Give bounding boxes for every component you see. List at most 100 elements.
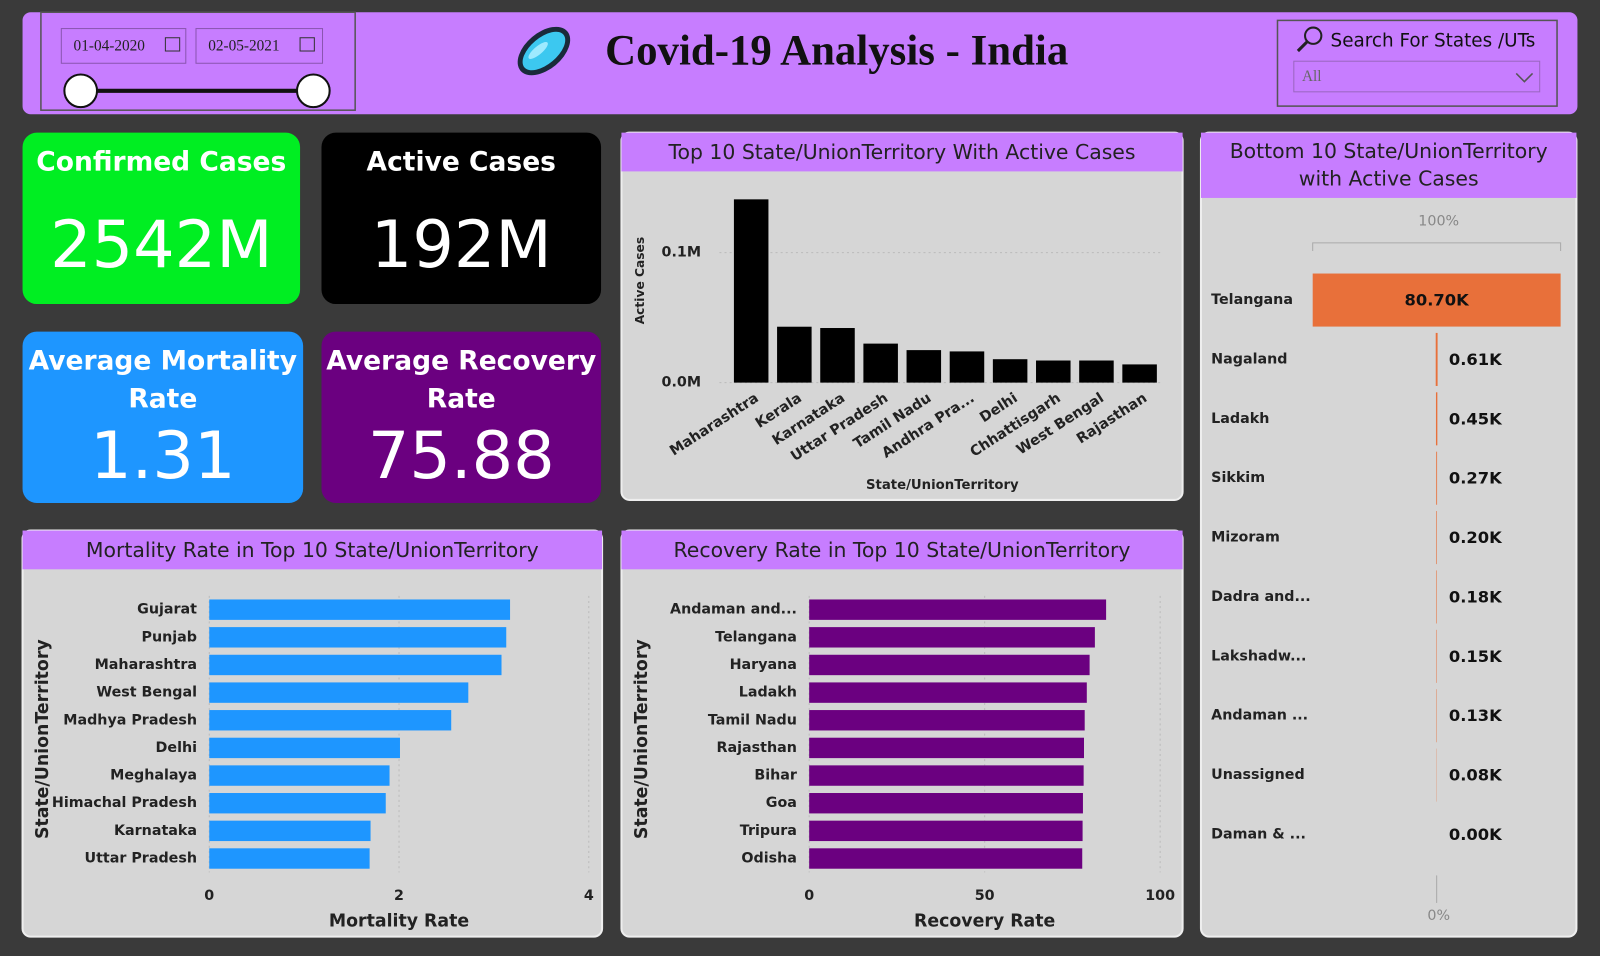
chart-title: Mortality Rate in Top 10 State/UnionTerr…: [86, 538, 539, 562]
funnel-bar: [1436, 570, 1437, 624]
data-label: 0.20K: [1449, 528, 1503, 547]
chart-title: Bottom 10 State/UnionTerritory: [1230, 139, 1548, 163]
bar: [809, 710, 1085, 731]
category-label: Mizoram: [1211, 530, 1280, 546]
data-label: 0.18K: [1449, 587, 1503, 606]
data-label: 0.00K: [1449, 825, 1503, 844]
x-tick-label: 50: [975, 888, 995, 904]
virus-icon: [517, 26, 571, 76]
y-tick-label: 0.1M: [662, 245, 701, 261]
x-tick-label: 0: [804, 888, 814, 904]
y-tick-label: Odisha: [741, 851, 797, 867]
bar: [809, 682, 1087, 703]
dashboard-title: Covid-19 Analysis - India: [605, 28, 1068, 75]
bar: [733, 199, 769, 383]
bar: [809, 820, 1083, 842]
bar: [209, 710, 452, 731]
bar: [1122, 364, 1157, 383]
search-label: Search For States /UTs: [1331, 30, 1536, 51]
x-axis-title: Recovery Rate: [914, 911, 1055, 931]
y-tick-label: Meghalaya: [110, 768, 197, 784]
y-tick-label: Gujarat: [137, 602, 197, 618]
bar: [809, 765, 1084, 786]
funnel-bar: [1435, 332, 1438, 386]
search-dropdown[interactable]: [1293, 60, 1541, 93]
category-label: Telangana: [1211, 292, 1293, 308]
y-tick-label: West Bengal: [96, 685, 197, 701]
data-label: 0.13K: [1449, 706, 1503, 725]
calendar-icon[interactable]: [164, 37, 181, 52]
x-axis-title: Mortality Rate: [329, 911, 469, 931]
bar: [209, 848, 370, 869]
slider-handle[interactable]: [295, 73, 331, 109]
kpi-label: Rate: [427, 383, 496, 414]
bar: [809, 793, 1083, 814]
kpi-value: 75.88: [368, 418, 555, 494]
funnel-bar: [1436, 511, 1437, 565]
bar: [209, 627, 507, 648]
end-date-box[interactable]: [195, 28, 324, 64]
y-tick-label: Goa: [766, 795, 797, 811]
category-label: Daman & ...: [1211, 826, 1306, 842]
category-label: Dadra and...: [1211, 589, 1311, 605]
calendar-icon[interactable]: [299, 37, 315, 52]
x-tick-label: 4: [584, 888, 594, 904]
x-axis-title: State/UnionTerritory: [866, 478, 1019, 493]
bar: [809, 737, 1084, 759]
funnel-bar: [1435, 392, 1438, 446]
kpi-label: Average Mortality: [29, 346, 297, 377]
y-tick-label: Tripura: [740, 823, 797, 839]
chart-header: [621, 132, 1183, 172]
kpi-card: [321, 331, 602, 503]
kpi-value: 2542M: [50, 207, 272, 283]
kpi-label: Confirmed Cases: [36, 147, 286, 178]
funnel-bar: [1436, 451, 1438, 505]
x-tick-label: 0: [204, 888, 214, 904]
y-tick-label: Karnataka: [114, 823, 197, 839]
slider-handle[interactable]: [63, 73, 99, 109]
bar: [820, 328, 855, 383]
bar: [209, 599, 511, 620]
kpi-label: Average Recovery: [326, 346, 596, 377]
search-icon: [1304, 26, 1323, 45]
chart-panel: [620, 529, 1184, 938]
data-label: 80.70K: [1405, 291, 1471, 310]
y-tick-label: Madhya Pradesh: [63, 712, 197, 728]
funnel-bar: [1312, 273, 1561, 327]
bar: [209, 793, 386, 814]
y-axis-title: Active Cases: [633, 237, 647, 324]
search-icon: [1296, 40, 1309, 53]
y-tick-label: Rajasthan: [717, 740, 797, 756]
bar: [777, 326, 812, 383]
y-tick-label: Ladakh: [739, 685, 797, 701]
chart-title: with Active Cases: [1299, 167, 1479, 191]
dropdown-arrow[interactable]: [1515, 72, 1534, 83]
bar: [863, 343, 898, 383]
y-tick-label: Haryana: [730, 657, 797, 673]
start-date[interactable]: 01-04-2020: [74, 37, 146, 54]
kpi-card: [22, 132, 301, 305]
bar: [209, 737, 400, 759]
data-label: 0.08K: [1449, 766, 1503, 785]
category-label: Ladakh: [1211, 411, 1269, 427]
bar: [209, 820, 371, 842]
y-tick-label: Andaman and...: [670, 602, 797, 618]
x-tick-label: 2: [394, 888, 404, 904]
chart-header: [1200, 132, 1577, 198]
bar: [809, 848, 1083, 869]
chart-title: Recovery Rate in Top 10 State/UnionTerri…: [674, 538, 1131, 562]
search-value[interactable]: All: [1302, 68, 1322, 85]
y-axis-title: State/UnionTerritory: [33, 639, 53, 839]
bar: [992, 359, 1028, 383]
bar: [809, 654, 1090, 676]
category-label: Unassigned: [1211, 767, 1304, 783]
kpi-card: [22, 331, 304, 503]
bar: [1079, 360, 1114, 383]
chart-title: Top 10 State/UnionTerritory With Active …: [668, 140, 1136, 164]
kpi-label: Active Cases: [367, 147, 556, 178]
chart-header: [22, 530, 603, 570]
end-date[interactable]: 02-05-2021: [208, 37, 279, 54]
y-axis-title: State/UnionTerritory: [632, 639, 652, 839]
bar: [209, 765, 390, 786]
